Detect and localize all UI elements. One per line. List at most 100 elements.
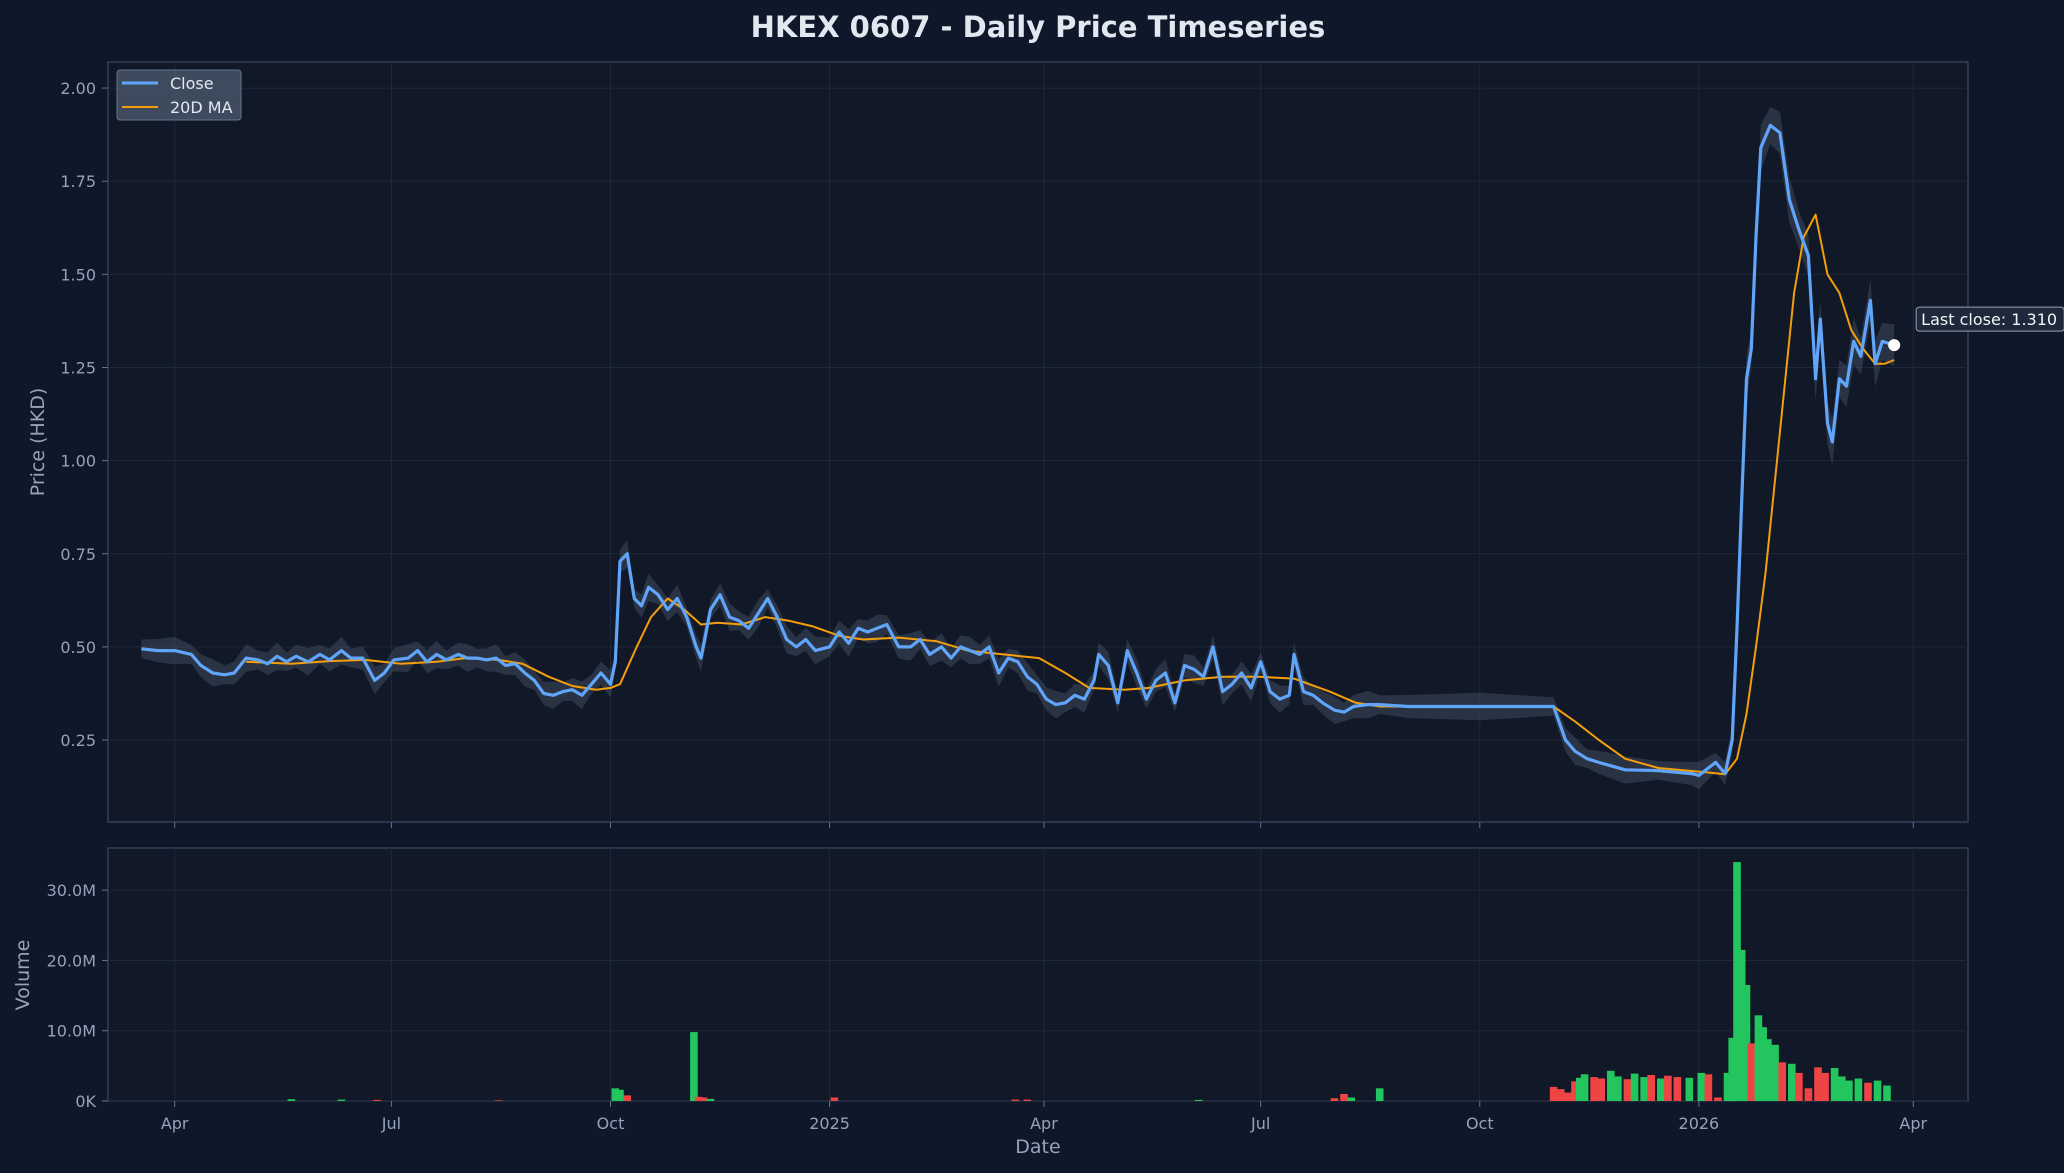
last-close-box <box>1915 306 2064 332</box>
x-tick-label: Apr <box>1899 1114 1927 1133</box>
volume-bar <box>1194 1099 1203 1101</box>
volume-bar <box>1576 1077 1584 1101</box>
volume-y-ticks: 0K 10.0M 20.0M 30.0M <box>47 881 108 1111</box>
volume-bar <box>1347 1097 1355 1101</box>
volume-bar <box>1795 1072 1803 1101</box>
price-tick-label: 2.00 <box>60 79 96 98</box>
volume-axis-label: Volume <box>12 940 34 1011</box>
volume-bar <box>1330 1098 1339 1101</box>
volume-bar <box>1673 1077 1682 1101</box>
volume-bar <box>1814 1067 1822 1101</box>
x-tick-label: Jul <box>381 1114 401 1133</box>
volume-bar <box>1630 1073 1639 1101</box>
volume-bar <box>830 1097 839 1101</box>
volume-bar <box>1623 1079 1632 1101</box>
volume-bar <box>1590 1077 1598 1101</box>
volume-bar <box>1023 1099 1032 1101</box>
volume-bar <box>1549 1086 1558 1101</box>
volume-bar <box>1571 1081 1579 1101</box>
price-tick-label: 1.00 <box>60 452 96 471</box>
volume-tick-label: 30.0M <box>47 881 96 900</box>
volume-bar <box>1614 1076 1622 1101</box>
volume-bar <box>1607 1070 1615 1101</box>
volume-bars <box>287 862 1891 1102</box>
price-tick-label: 0.75 <box>60 545 96 564</box>
volume-bar <box>694 1096 703 1101</box>
x-ticks: Apr Jul Oct 2025 Apr Jul Oct 2026 Apr <box>161 822 1927 1133</box>
volume-bar <box>1742 985 1751 1101</box>
x-tick-label: Jul <box>1250 1114 1270 1133</box>
price-axis-label: Price (HKD) <box>27 388 49 497</box>
volume-bar <box>1375 1088 1384 1101</box>
price-tick-label: 1.50 <box>60 265 96 284</box>
volume-bar <box>1733 862 1741 1101</box>
price-panel <box>107 61 1969 823</box>
volume-bar <box>611 1088 620 1101</box>
volume-bar <box>1685 1077 1694 1101</box>
legend-close-label: Close <box>170 74 214 93</box>
volume-bar <box>1788 1063 1796 1101</box>
volume-bar <box>1728 1037 1736 1102</box>
legend-ma-label: 20D MA <box>170 98 233 117</box>
volume-bar <box>1723 1072 1732 1101</box>
volume-bar <box>1821 1072 1829 1101</box>
volume-bar <box>1597 1078 1605 1101</box>
volume-panel <box>107 847 1969 1102</box>
volume-bar <box>1737 949 1746 1101</box>
volume-bar <box>1883 1085 1891 1101</box>
x-tick-label: Oct <box>1466 1114 1494 1133</box>
volume-bar <box>699 1097 708 1101</box>
volume-bar <box>1747 1043 1756 1101</box>
volume-bar <box>1864 1082 1872 1101</box>
last-close-label: Last close: 1.310 <box>1921 310 2057 329</box>
legend: Close 20D MA <box>116 69 242 121</box>
volume-bar <box>1011 1099 1020 1101</box>
x-tick-label: 2025 <box>809 1114 850 1133</box>
volume-bar <box>1778 1062 1786 1101</box>
price-lines <box>141 123 1895 777</box>
volume-bar <box>287 1099 296 1101</box>
last-close-marker <box>1888 339 1901 352</box>
volume-bar <box>616 1089 624 1101</box>
price-y-ticks: 0.25 0.50 0.75 1.00 1.25 1.50 1.75 2.00 <box>60 79 108 750</box>
ma-20d-line <box>246 213 1895 776</box>
price-tick-label: 1.25 <box>60 358 96 377</box>
volume-bar <box>623 1095 631 1101</box>
volume-bar <box>1771 1044 1779 1101</box>
volume-bar <box>1845 1080 1853 1101</box>
volume-bar <box>1564 1092 1572 1101</box>
volume-bar <box>337 1099 346 1101</box>
volume-bar <box>1759 1027 1767 1101</box>
volume-bar <box>1580 1074 1589 1101</box>
volume-grid <box>108 848 1968 1102</box>
x-tick-label: Apr <box>161 1114 189 1133</box>
price-tick-label: 0.50 <box>60 638 96 657</box>
volume-bar <box>690 1032 698 1101</box>
volume-bar <box>1714 1097 1722 1101</box>
volume-bar <box>1647 1075 1655 1101</box>
volume-bar <box>1764 1039 1772 1101</box>
x-tick-label: 2026 <box>1679 1114 1720 1133</box>
price-grid <box>108 62 1968 822</box>
volume-bar <box>1664 1075 1672 1101</box>
x-tick-label: Apr <box>1030 1114 1058 1133</box>
volume-tick-label: 10.0M <box>47 1022 96 1041</box>
volume-bar <box>1704 1074 1713 1101</box>
close-price-line <box>141 123 1895 777</box>
volume-tick-label: 20.0M <box>47 951 96 970</box>
x-axis-label: Date <box>1015 1136 1060 1158</box>
x-tick-label: Oct <box>597 1114 625 1133</box>
price-range-band <box>141 106 1895 790</box>
volume-bar <box>1754 1015 1763 1101</box>
price-tick-label: 1.75 <box>60 172 96 191</box>
volume-bar <box>1556 1089 1565 1101</box>
price-tick-label: 0.25 <box>60 731 96 750</box>
volume-bar <box>1804 1088 1813 1101</box>
volume-bar <box>1340 1094 1348 1101</box>
high-low-band <box>141 106 1895 790</box>
volume-bar <box>1854 1078 1863 1101</box>
volume-bar <box>1657 1078 1665 1101</box>
last-close-annotation: Last close: 1.310 <box>1888 306 2064 352</box>
volume-bar <box>1640 1077 1648 1101</box>
